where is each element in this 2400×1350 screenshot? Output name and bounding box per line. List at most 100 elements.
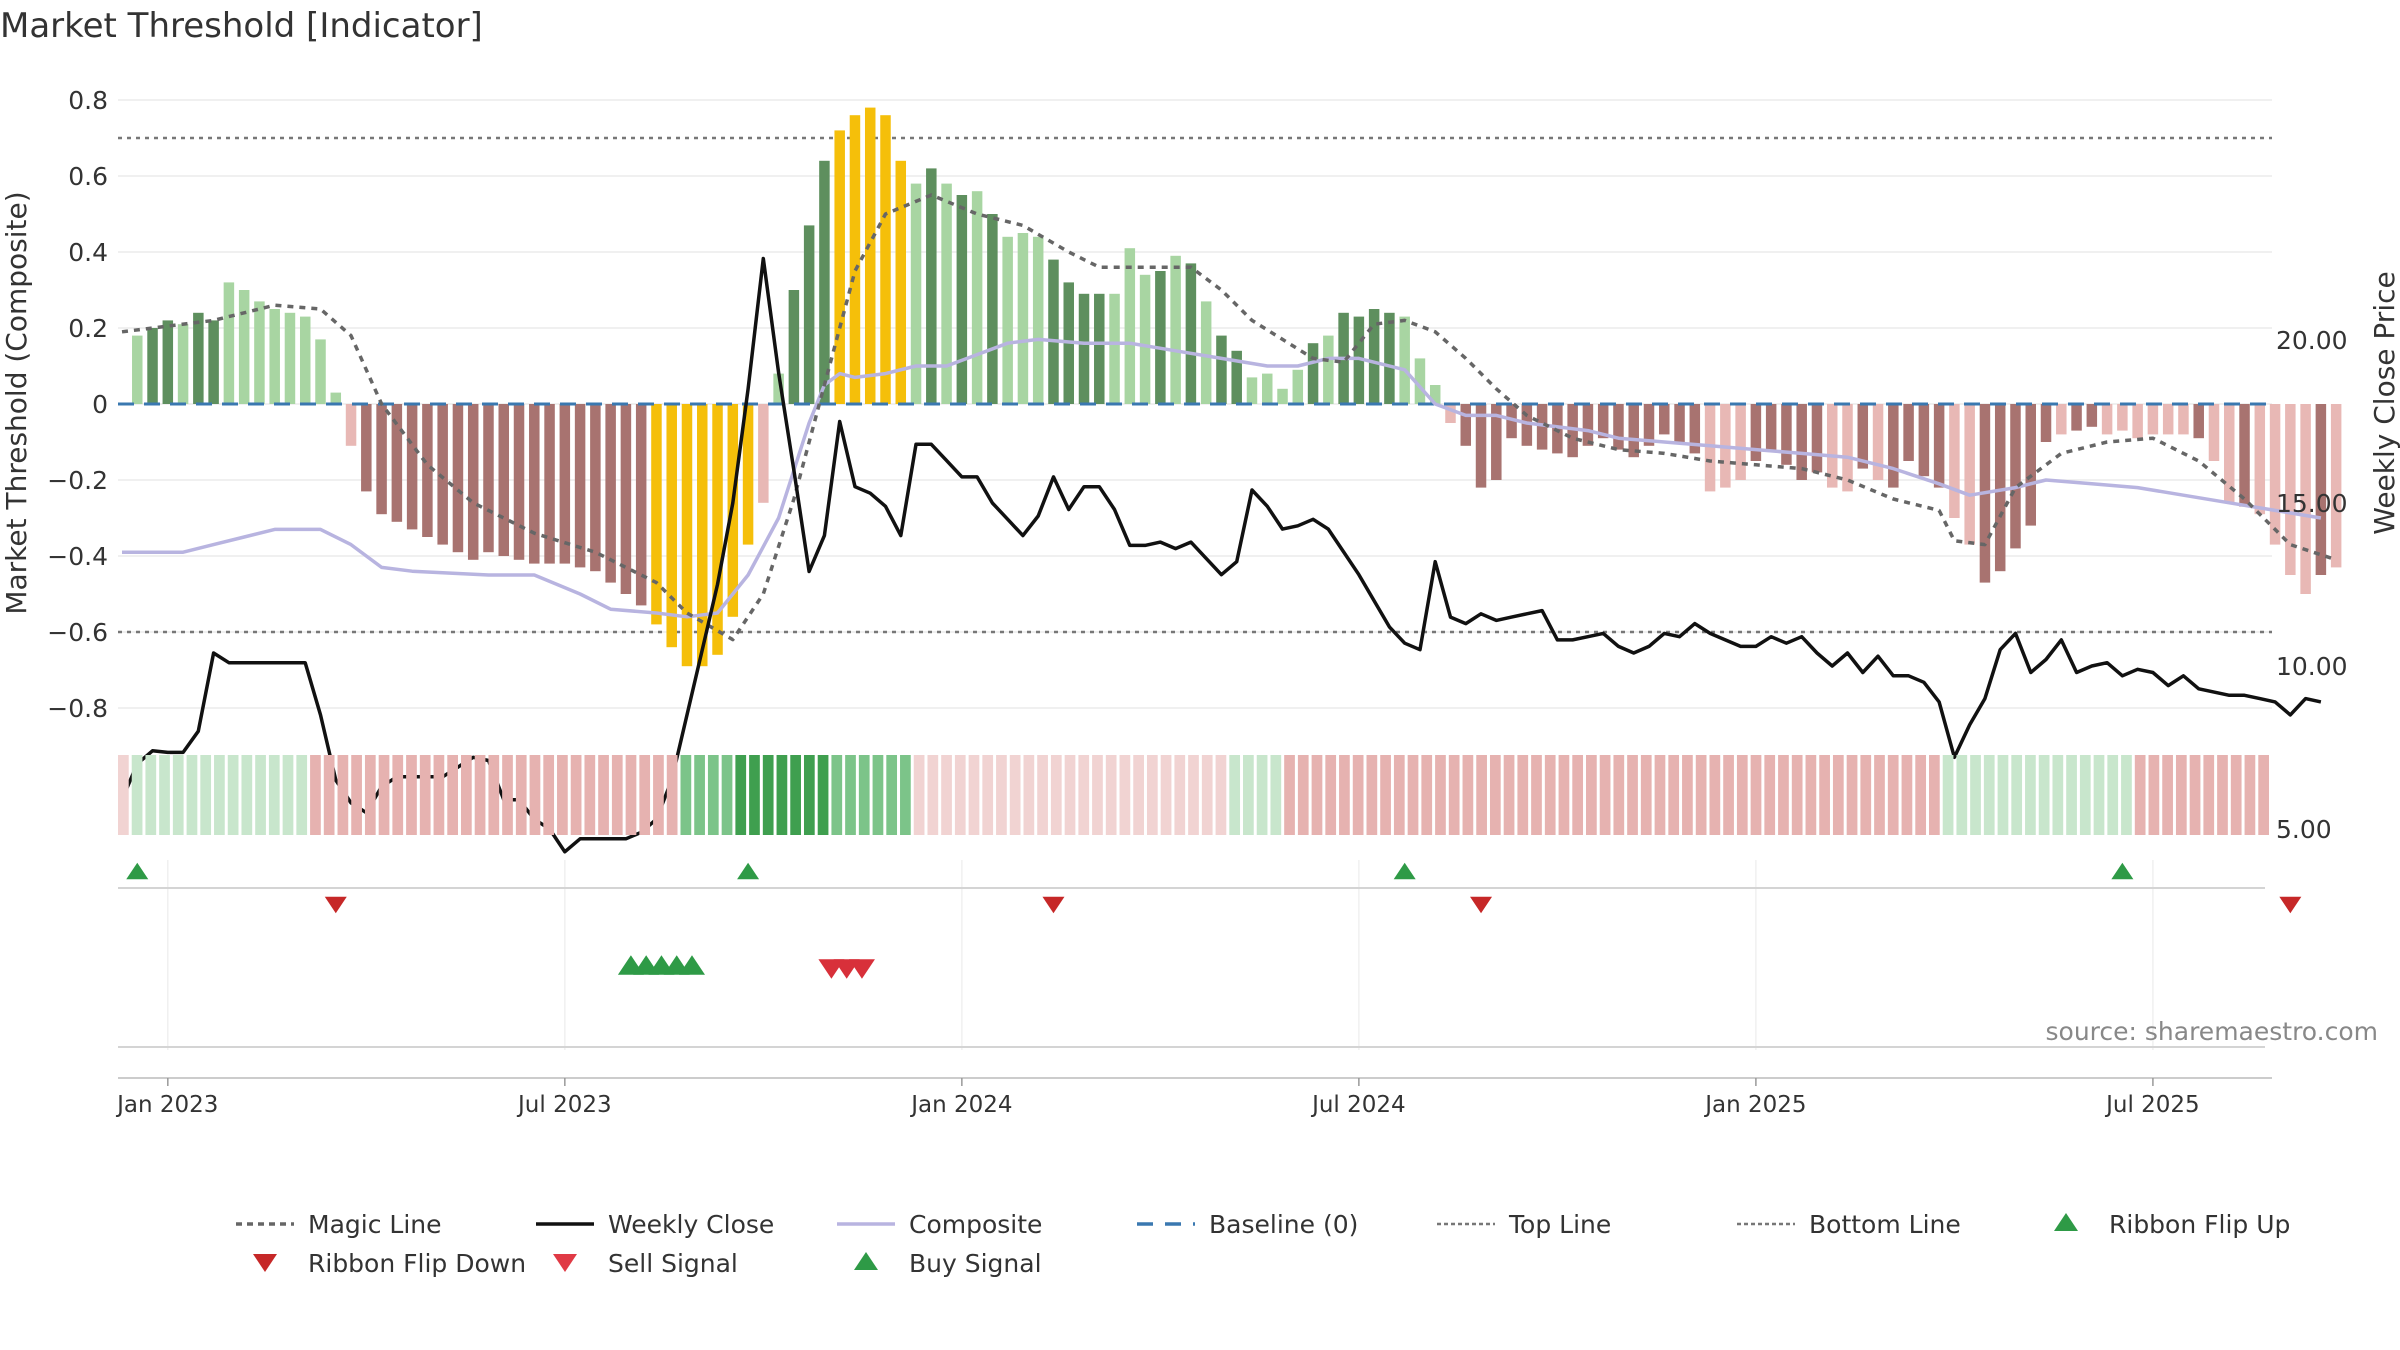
composite-bar: [1155, 271, 1166, 404]
composite-bar: [1032, 236, 1044, 404]
ribbon-cell: [803, 755, 815, 835]
ribbon-cell: [1668, 755, 1680, 835]
ribbon-cell: [351, 755, 362, 835]
ribbon-cell: [241, 755, 253, 835]
y-tick-label: 0.4: [68, 238, 108, 267]
ribbon-cell: [1874, 755, 1885, 835]
ribbon-cell: [296, 755, 308, 835]
y-tick-label: −0.4: [47, 542, 108, 571]
legend-item: Ribbon Flip Up: [2054, 1210, 2290, 1239]
ribbon-cell: [721, 755, 733, 835]
composite-bar: [1674, 404, 1685, 442]
composite-bar: [376, 404, 387, 515]
ribbon-cell: [1929, 755, 1940, 835]
ribbon-cell: [2162, 755, 2173, 835]
composite-bar: [926, 168, 937, 404]
ribbon-cell: [2148, 755, 2160, 835]
composite-bar: [1200, 301, 1212, 404]
composite-bar: [1002, 236, 1013, 404]
ribbon-cell: [1586, 755, 1597, 835]
ribbon-cell: [502, 755, 513, 835]
ribbon-cell: [1709, 755, 1721, 835]
ribbon-cell: [1476, 755, 1487, 835]
ribbon-cell: [2038, 755, 2050, 835]
composite-bar: [345, 404, 357, 446]
ribbon-cell: [666, 755, 678, 835]
ribbon-cell: [927, 755, 939, 835]
legend-label: Ribbon Flip Down: [308, 1249, 526, 1278]
ribbon-cell: [2258, 755, 2269, 835]
legend-item: Weekly Close: [536, 1210, 774, 1239]
ribbon-cell: [749, 755, 760, 835]
composite-bar: [590, 404, 601, 572]
composite-bar: [529, 404, 540, 564]
composite-bar: [1582, 404, 1594, 446]
y-tick-label: 0.2: [68, 314, 108, 343]
composite-bar: [1811, 404, 1823, 473]
ribbon-cell: [214, 755, 225, 835]
ribbon-cell: [1723, 755, 1734, 835]
ribbon-cell: [1832, 755, 1844, 835]
ribbon-flip-down-marker: [2279, 896, 2302, 914]
y2-tick-label: 5.00: [2276, 815, 2332, 844]
composite-bar: [1262, 373, 1273, 404]
ribbon-cell: [2066, 755, 2077, 835]
ribbon-cell: [172, 755, 184, 835]
ribbon-cell: [1243, 755, 1254, 835]
ribbon-cell: [1750, 755, 1762, 835]
composite-bar: [1567, 404, 1578, 458]
ribbon-cell: [776, 755, 788, 835]
ribbon-cell: [1736, 755, 1748, 835]
composite-bar: [2101, 404, 2113, 435]
ribbon-cell: [1023, 755, 1035, 835]
legend-item: Composite: [837, 1210, 1042, 1239]
composite-bar: [467, 404, 479, 560]
composite-bar: [1094, 293, 1105, 404]
ribbon-cell: [378, 755, 390, 835]
ribbon-strip: [118, 755, 2269, 835]
composite-bar: [1139, 274, 1151, 404]
composite-bar: [254, 301, 265, 404]
ribbon-cell: [2107, 755, 2119, 835]
ribbon-cell: [419, 755, 431, 835]
composite-bar: [1124, 248, 1136, 404]
composite-bar: [1506, 404, 1517, 439]
ribbon-flip-down-marker: [324, 896, 347, 914]
legend-marker-down: [553, 1254, 577, 1272]
composite-bar: [544, 404, 555, 564]
composite-bar: [1536, 404, 1548, 450]
composite-bar: [2285, 404, 2296, 575]
ribbon-cell: [1380, 755, 1391, 835]
ribbon-cell: [2134, 755, 2146, 835]
legend: Magic Line Weekly Close Composite Baseline …: [236, 1210, 2290, 1278]
composite-bar: [1445, 404, 1456, 423]
composite-bar: [742, 404, 754, 545]
composite-bar: [651, 404, 662, 625]
legend-item: Buy Signal: [854, 1249, 1042, 1278]
composite-bar: [1735, 404, 1746, 480]
ribbon-flip-up-marker: [1393, 862, 1416, 880]
ribbon-cell: [2217, 755, 2228, 835]
composite-bar: [269, 309, 280, 404]
ribbon-cell: [515, 755, 527, 835]
legend-label: Top Line: [1508, 1210, 1611, 1239]
ribbon-cell: [1284, 755, 1295, 835]
composite-bar: [1689, 404, 1701, 454]
ribbon-cell: [2011, 755, 2023, 835]
ribbon-cell: [886, 755, 898, 835]
ribbon-cell: [858, 755, 870, 835]
ribbon-cell: [1407, 755, 1419, 835]
ribbon-cell: [323, 755, 335, 835]
composite-bar: [1292, 369, 1304, 404]
buy-signal-marker: [678, 955, 705, 975]
ribbon-cell: [2052, 755, 2064, 835]
composite-bar: [513, 404, 525, 560]
ribbon-cell: [941, 755, 952, 835]
ribbon-cell: [1119, 755, 1131, 835]
ribbon-cell: [1544, 755, 1556, 835]
composite-bar: [1613, 404, 1624, 450]
composite-bar: [208, 320, 219, 404]
composite-bar: [1933, 404, 1945, 488]
composite-bar: [1643, 404, 1655, 446]
ribbon-cell: [2189, 755, 2201, 835]
